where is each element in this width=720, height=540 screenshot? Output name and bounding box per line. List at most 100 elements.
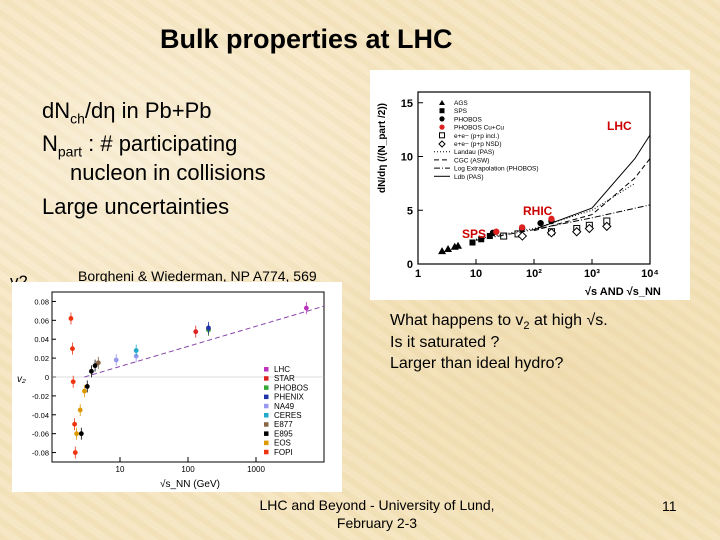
mult-frame	[417, 91, 651, 265]
v2-ytick-label: -0.04	[32, 411, 49, 420]
bullet-uncertainties: Large uncertainties	[42, 194, 230, 219]
mult-legend-label: Ldb (PAS)	[454, 174, 484, 181]
mult-point	[444, 244, 453, 252]
v2-legend-label: CERES	[274, 411, 302, 420]
footer-line1: LHC and Beyond - University of Lund,	[259, 497, 495, 513]
mult-point	[438, 247, 447, 255]
mult-curve-8	[475, 204, 651, 241]
v2-point	[78, 431, 84, 437]
v2-point	[72, 450, 78, 455]
bullet-npart-rest: : # participating	[82, 131, 238, 156]
v2-legend-label: FOPI	[274, 448, 293, 457]
bullet-dnch: dNch/dη in Pb+Pb	[42, 98, 212, 131]
v2-legend-marker	[264, 385, 269, 390]
mult-curve-6	[475, 182, 636, 240]
mult-point	[602, 221, 612, 232]
v2-ylabel: v₂	[17, 374, 26, 385]
v2-point	[77, 407, 83, 413]
question-saturated: Is it saturated ?	[390, 334, 500, 351]
bullet-npart: Npart : # participating	[42, 131, 237, 164]
mult-legend-marker	[439, 100, 445, 105]
mult-curve-9	[533, 134, 651, 231]
question-v2-rest: at high √s.	[529, 312, 608, 329]
mult-point	[518, 224, 526, 231]
mult-legend-label: AGS	[454, 100, 468, 107]
mult-legend-marker	[439, 124, 445, 130]
v2-xtick-label: 1000	[247, 465, 265, 474]
bullet-npart-main: N	[42, 131, 58, 156]
mult-legend-label: Log Extrapolation (PHOBOS)	[454, 166, 539, 173]
mult-curve-7	[533, 158, 651, 232]
mult-legend-marker	[438, 140, 446, 148]
v2-legend-marker	[264, 440, 269, 446]
bullet-dnch-rest: /dη in Pb+Pb	[84, 98, 212, 123]
v2-ytick-label: 0.06	[34, 316, 49, 325]
v2-ytick-label: 0.08	[34, 297, 49, 306]
v2-point	[70, 379, 76, 385]
mult-annotation-lhc: LHC	[607, 119, 632, 133]
mult-xtick-label: 10²	[526, 268, 542, 280]
v2-point	[92, 363, 98, 369]
mult-point	[548, 215, 555, 223]
mult-legend-label: PHOBOS	[454, 116, 482, 123]
reference-citation: Borgheni & Wiederman, NP A774, 569	[78, 268, 317, 284]
v2-legend-marker	[264, 367, 269, 372]
v2-xlabel: √s_NN (GeV)	[160, 478, 220, 490]
mult-legend-label: CGC (ASW)	[454, 157, 489, 164]
mult-xtick-label: 10	[470, 268, 482, 280]
mult-xtick-label: 10³	[584, 268, 600, 280]
v2-plot-content: 0.08 0.06 0.04 0.02 0 -0.02 -0.04 -0.06 -0.08 10 1…	[32, 291, 325, 474]
v2-point	[70, 346, 75, 352]
v2-ytick-label: 0.04	[34, 335, 49, 344]
v2-point	[303, 305, 309, 311]
mult-xtick-label: 1	[415, 268, 421, 280]
mult-ytick-label: 10	[401, 152, 413, 164]
question-v2-sub: 2	[523, 320, 530, 333]
mult-point	[517, 231, 528, 241]
mult-point	[546, 228, 557, 238]
question-v2-main: What happens to v	[390, 312, 524, 329]
mult-legend-marker	[439, 108, 445, 114]
v2-legend-marker	[264, 394, 269, 400]
mult-ytick-label: 5	[407, 205, 413, 217]
v2-legend-marker	[264, 376, 269, 381]
v2-point	[84, 384, 90, 389]
mult-point	[469, 239, 476, 246]
mult-point	[493, 228, 500, 235]
v2-point	[113, 357, 119, 363]
v2-point	[68, 316, 74, 321]
v2-legend-label: E877	[274, 420, 293, 429]
v2-legend-label: NA49	[274, 402, 295, 411]
v2-legend-label: LHC	[274, 365, 290, 374]
v2-legend-label: PHOBOS	[274, 383, 308, 392]
v2-point	[82, 388, 87, 394]
v2-fit-line	[84, 305, 325, 378]
v2-ytick-label: -0.06	[32, 430, 49, 439]
footer: LHC and Beyond - University of Lund, Feb…	[232, 496, 522, 532]
mult-legend-label: e+e− (p+p incl.)	[454, 133, 499, 140]
question-ideal-hydro: Larger than ideal hydro?	[390, 355, 564, 372]
slide-title: Bulk properties at LHC	[160, 24, 453, 54]
v2-point	[206, 325, 211, 331]
v2-legend-marker	[264, 431, 269, 436]
v2-legend-label: E895	[274, 429, 293, 438]
v2-point	[72, 421, 78, 427]
v2-ytick-label: 0	[45, 373, 49, 382]
v2-legend-marker	[264, 413, 269, 418]
v2-legend-marker	[264, 403, 269, 409]
footer-line2: February 2-3	[336, 515, 418, 531]
v2-xtick-label: 10	[116, 465, 125, 474]
mult-annotation-rhic: RHIC	[523, 204, 553, 218]
v2-point	[193, 329, 199, 335]
v2-legend-label: STAR	[274, 374, 295, 383]
mult-legend-label: Landau (PAS)	[454, 149, 494, 156]
mult-xtick-label: 10⁴	[641, 268, 659, 280]
bullet-npart-continued: nucleon in collisions	[70, 160, 266, 185]
v2-legend-marker	[264, 422, 269, 427]
mult-legend-label: PHOBOS Cu+Cu	[454, 125, 504, 132]
v2-xtick-label: 100	[181, 465, 195, 474]
v2-point	[133, 348, 139, 353]
mult-legend-marker	[439, 116, 445, 122]
